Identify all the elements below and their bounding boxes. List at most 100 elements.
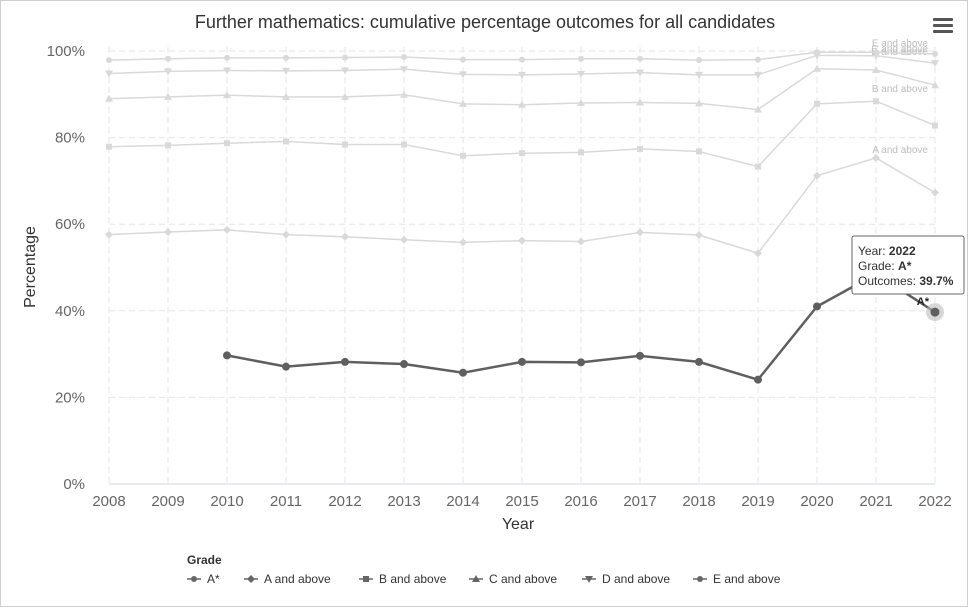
data-point[interactable] <box>341 357 349 366</box>
data-point[interactable] <box>872 153 880 162</box>
data-point[interactable] <box>283 54 289 61</box>
legend-label: B and above <box>379 572 447 586</box>
data-point[interactable] <box>695 357 703 366</box>
data-point[interactable] <box>165 55 171 62</box>
x-tick-label: 2011 <box>270 493 302 510</box>
data-point[interactable] <box>873 98 879 105</box>
data-point[interactable] <box>106 57 112 64</box>
data-point[interactable] <box>637 55 643 62</box>
data-point[interactable] <box>282 92 290 100</box>
legend-item[interactable]: D and above <box>582 572 670 586</box>
data-point[interactable] <box>342 54 348 61</box>
data-point[interactable] <box>459 71 467 79</box>
data-point[interactable] <box>400 66 408 74</box>
legend-item[interactable]: A* <box>187 572 220 586</box>
data-point[interactable] <box>224 140 230 147</box>
data-point[interactable] <box>223 351 231 360</box>
data-point[interactable] <box>460 56 466 63</box>
data-point[interactable] <box>577 358 585 367</box>
data-point[interactable] <box>223 91 231 99</box>
data-point[interactable] <box>695 231 703 240</box>
data-point[interactable] <box>873 49 879 56</box>
data-point[interactable] <box>282 230 290 239</box>
data-point[interactable] <box>164 68 172 76</box>
data-point[interactable] <box>401 141 407 148</box>
data-point[interactable] <box>696 148 702 155</box>
legend-item[interactable]: E and above <box>693 572 781 586</box>
data-point[interactable] <box>754 375 762 384</box>
data-point[interactable] <box>400 90 408 98</box>
data-point[interactable] <box>518 100 526 108</box>
data-point[interactable] <box>224 54 230 61</box>
legend-item[interactable]: B and above <box>359 572 447 586</box>
data-point[interactable] <box>341 67 349 75</box>
legend-item[interactable]: C and above <box>469 572 557 586</box>
data-point[interactable] <box>813 171 821 180</box>
data-point[interactable] <box>342 141 348 148</box>
data-point[interactable] <box>814 100 820 107</box>
data-point[interactable] <box>696 57 702 64</box>
data-point[interactable] <box>932 122 938 129</box>
data-point[interactable] <box>341 232 349 241</box>
data-point[interactable] <box>754 249 762 258</box>
data-point[interactable] <box>754 105 762 113</box>
data-point[interactable] <box>932 51 938 58</box>
data-point[interactable] <box>460 152 466 159</box>
data-point[interactable] <box>401 54 407 61</box>
data-point[interactable] <box>636 98 644 106</box>
data-point[interactable] <box>400 235 408 244</box>
data-point[interactable] <box>518 357 526 366</box>
data-point[interactable] <box>223 67 231 75</box>
hovered-point[interactable] <box>930 307 940 317</box>
data-point[interactable] <box>636 228 644 237</box>
data-point[interactable] <box>518 71 526 79</box>
data-point[interactable] <box>636 351 644 360</box>
data-point[interactable] <box>518 236 526 245</box>
data-point[interactable] <box>695 99 703 107</box>
data-point[interactable] <box>695 71 703 79</box>
data-point[interactable] <box>282 362 290 371</box>
data-point[interactable] <box>165 142 171 149</box>
data-point[interactable] <box>813 302 821 311</box>
data-point[interactable] <box>577 98 585 106</box>
data-point[interactable] <box>341 92 349 100</box>
data-point[interactable] <box>105 230 113 239</box>
data-point[interactable] <box>282 67 290 75</box>
data-point[interactable] <box>459 99 467 107</box>
data-point[interactable] <box>755 163 761 170</box>
data-point[interactable] <box>283 138 289 145</box>
data-point[interactable] <box>519 56 525 63</box>
point-label: A* <box>917 296 930 308</box>
data-point[interactable] <box>637 145 643 152</box>
data-point[interactable] <box>164 92 172 100</box>
hamburger-menu-icon[interactable] <box>931 15 955 37</box>
data-point[interactable] <box>459 368 467 377</box>
data-point[interactable] <box>814 49 820 56</box>
data-point[interactable] <box>931 60 939 68</box>
data-point[interactable] <box>931 188 939 197</box>
data-point[interactable] <box>872 66 880 74</box>
data-point[interactable] <box>755 56 761 63</box>
data-point[interactable] <box>577 70 585 78</box>
legend-label: A* <box>207 572 220 586</box>
data-point[interactable] <box>754 71 762 79</box>
data-point[interactable] <box>636 69 644 77</box>
data-point[interactable] <box>578 149 584 156</box>
data-point[interactable] <box>577 237 585 246</box>
legend-item[interactable]: A and above <box>244 572 331 586</box>
data-point[interactable] <box>106 143 112 150</box>
y-axis-title: Percentage <box>22 226 39 308</box>
data-point[interactable] <box>459 238 467 247</box>
data-point[interactable] <box>400 360 408 369</box>
data-point[interactable] <box>105 94 113 102</box>
data-point[interactable] <box>578 55 584 62</box>
data-point[interactable] <box>105 70 113 78</box>
data-point[interactable] <box>813 64 821 72</box>
data-point[interactable] <box>164 227 172 236</box>
data-point[interactable] <box>931 81 939 89</box>
data-point[interactable] <box>223 225 231 234</box>
y-tick-label: 60% <box>55 216 85 233</box>
data-point[interactable] <box>519 150 525 157</box>
legend-marker <box>363 576 369 582</box>
series-end-label: B and above <box>872 84 929 95</box>
